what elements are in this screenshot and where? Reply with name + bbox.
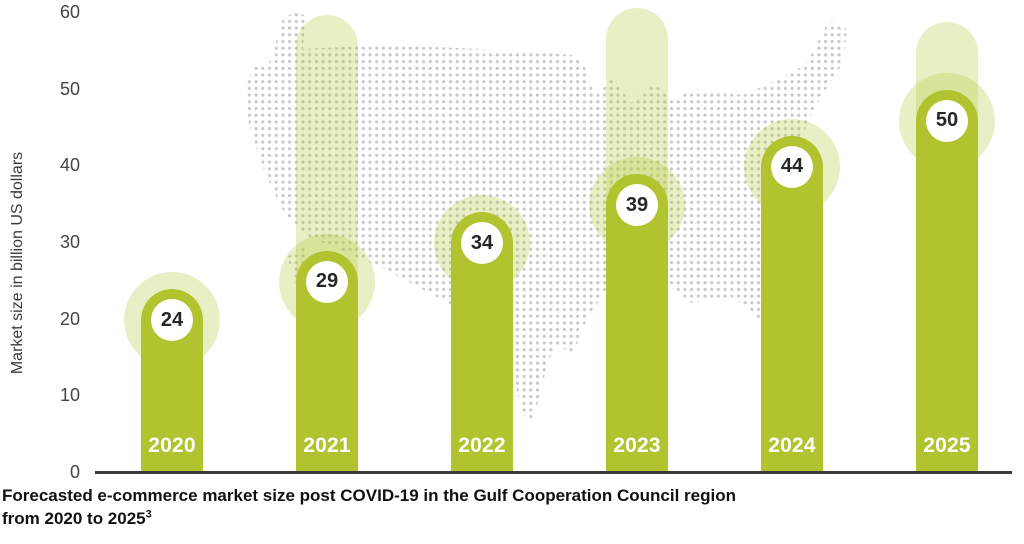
bar-year-label: 2025 — [923, 433, 971, 457]
bar-value-circle: 29 — [306, 260, 348, 303]
bar-2024: 2024 — [761, 135, 823, 473]
chart-caption: Forecasted e-commerce market size post C… — [2, 484, 1012, 531]
caption-footnote-superscript: 3 — [145, 508, 152, 521]
y-axis-tick: 20 — [59, 308, 80, 329]
caption-line-1: Forecasted e-commerce market size post C… — [2, 486, 736, 505]
bar-value-circle: 44 — [771, 145, 813, 188]
y-axis-tick: 40 — [59, 155, 80, 176]
bar-2025: 2025 — [916, 89, 978, 473]
bar-value: 24 — [160, 308, 184, 331]
bar-value: 34 — [470, 231, 494, 254]
bar-value-circle: 34 — [461, 222, 503, 265]
y-axis-tick: 30 — [59, 232, 80, 252]
bar-value: 50 — [935, 109, 959, 132]
bar-value: 39 — [625, 193, 649, 216]
bar-2022: 2022 — [451, 212, 513, 473]
bar-value: 44 — [780, 155, 804, 178]
bar-value: 29 — [315, 270, 339, 293]
bar-year-label: 2020 — [148, 434, 196, 457]
y-axis-tick: 0 — [69, 462, 80, 482]
y-axis-tick: 50 — [59, 78, 80, 99]
bar-year-label: 2021 — [303, 433, 351, 457]
caption-line-2: from 2020 to 2025 — [2, 509, 146, 529]
y-axis-tick: 60 — [59, 2, 80, 22]
bar-value-circle: 50 — [926, 99, 968, 142]
x-axis-line — [95, 471, 1012, 474]
bar-value-circle: 24 — [151, 299, 193, 341]
y-axis-tick: 10 — [59, 385, 80, 406]
bar-year-label: 2023 — [613, 434, 661, 457]
bar-value-circle: 39 — [616, 184, 658, 226]
bar-year-label: 2022 — [458, 433, 506, 457]
bar-year-label: 2024 — [768, 433, 816, 457]
